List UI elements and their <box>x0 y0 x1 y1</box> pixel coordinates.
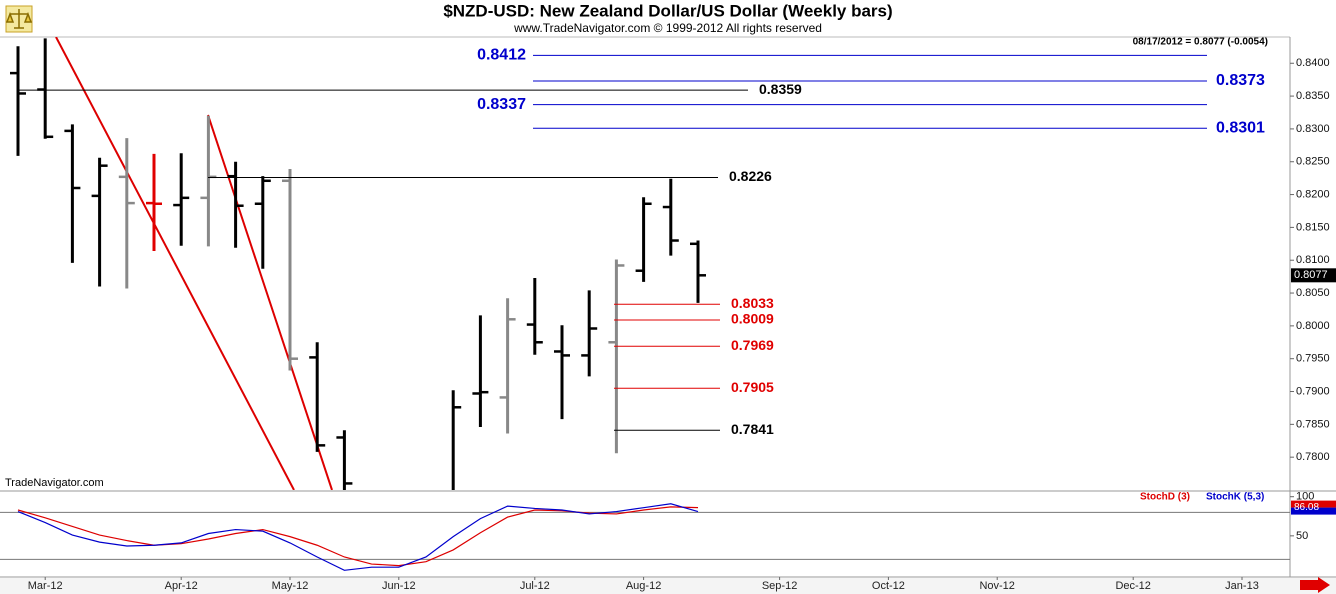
last-bar-annotation: 08/17/2012 = 0.8077 (-0.0054) <box>1133 37 1268 48</box>
y-tick-label: 0.7850 <box>1296 418 1330 430</box>
scroll-arrow[interactable] <box>1300 577 1330 593</box>
level-label: 0.7841 <box>731 421 774 437</box>
x-tick-label: Apr-12 <box>165 580 198 592</box>
chart-subtitle: www.TradeNavigator.com © 1999-2012 All r… <box>513 21 822 35</box>
level-label: 0.7969 <box>731 337 774 353</box>
y-tick-label: 0.7950 <box>1296 353 1330 365</box>
x-tick-label: Mar-12 <box>28 580 63 592</box>
y-tick-label: 0.8300 <box>1296 123 1330 135</box>
x-tick-label: Jul-12 <box>520 580 550 592</box>
stoch-line <box>17 503 699 571</box>
level-label: 0.8373 <box>1216 72 1265 89</box>
y-tick-label: 0.8250 <box>1296 156 1330 168</box>
last-value-box <box>1291 500 1336 508</box>
y-tick-label: 0.8400 <box>1296 57 1330 69</box>
y-tick-label: 100 <box>1296 491 1314 503</box>
y-tick-label: 0.8150 <box>1296 221 1330 233</box>
y-tick-label: 0.8350 <box>1296 90 1330 102</box>
y-tick-label: 0.8000 <box>1296 320 1330 332</box>
level-label: 0.7905 <box>731 379 774 395</box>
level-label: 0.8337 <box>477 96 526 113</box>
y-tick-label: 0.7800 <box>1296 451 1330 463</box>
level-label: 0.8226 <box>729 168 772 184</box>
watermark: TradeNavigator.com <box>5 477 104 489</box>
y-tick-label: 0.7900 <box>1296 385 1330 397</box>
x-tick-label: Oct-12 <box>872 580 905 592</box>
y-tick-label: 0.8100 <box>1296 254 1330 266</box>
last-price-label: 0.8077 <box>1294 269 1328 281</box>
legend-entry: StochD (3) <box>1140 492 1190 503</box>
bars <box>10 38 706 490</box>
last-price-box <box>1291 268 1336 283</box>
y-tick-label: 0.8200 <box>1296 188 1330 200</box>
y-tick-label: 0.8050 <box>1296 287 1330 299</box>
trendline <box>55 37 295 490</box>
legend-entry: StochK (5,3) <box>1206 492 1264 503</box>
x-tick-label: Jan-13 <box>1225 580 1259 592</box>
level-label: 0.8359 <box>759 81 802 97</box>
last-value-label: 86.08 <box>1294 502 1319 513</box>
x-tick-label: Sep-12 <box>762 580 797 592</box>
x-tick-label: Dec-12 <box>1115 580 1150 592</box>
x-tick-label: Aug-12 <box>626 580 661 592</box>
x-axis-band <box>0 578 1336 594</box>
level-label: 0.8301 <box>1216 119 1265 136</box>
x-tick-label: Nov-12 <box>979 580 1014 592</box>
chart-title: $NZD-USD: New Zealand Dollar/US Dollar (… <box>443 1 892 20</box>
y-tick-label: 50 <box>1296 530 1308 542</box>
level-label: 0.8033 <box>731 295 774 311</box>
x-tick-label: May-12 <box>272 580 309 592</box>
logo-icon <box>5 5 33 33</box>
x-tick-label: Jun-12 <box>382 580 416 592</box>
level-label: 0.8009 <box>731 311 774 327</box>
stoch-lines <box>17 503 699 571</box>
last-value-box-lower <box>1291 507 1336 515</box>
level-label: 0.8412 <box>477 47 526 64</box>
